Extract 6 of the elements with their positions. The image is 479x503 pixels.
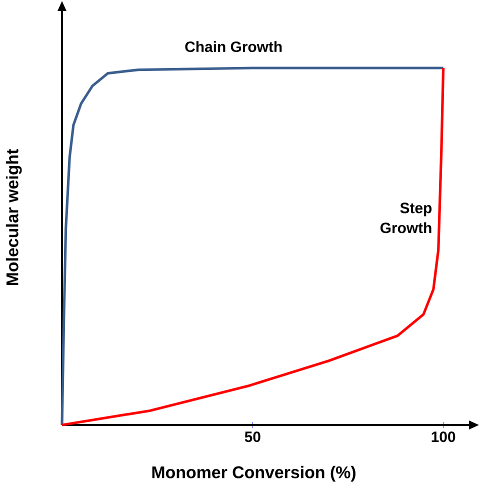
series-label: Step Growth	[380, 202, 432, 234]
y-axis-title: Molecular weight	[6, 149, 22, 286]
series-label: Chain Growth	[185, 41, 282, 52]
x-axis-title: Monomer Conversion (%)	[152, 466, 356, 482]
x-tick-label: 50	[244, 432, 260, 442]
x-tick-label: 100	[432, 432, 456, 442]
